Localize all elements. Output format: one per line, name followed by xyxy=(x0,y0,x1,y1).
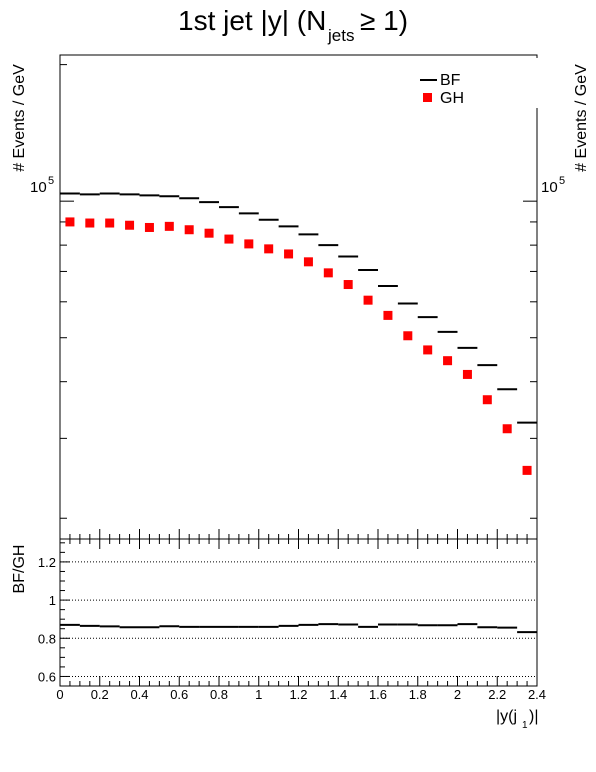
x-axis-label-main: |y(j xyxy=(496,708,517,725)
gh-point xyxy=(383,310,393,320)
gh-point xyxy=(303,257,313,267)
x-tick-label: 1.6 xyxy=(369,687,387,702)
ratio-y-axis-ticks: 0.6 0.8 1 1.2 xyxy=(38,542,70,684)
x-tick-label: 2.2 xyxy=(488,687,506,702)
ratio-plot-frame xyxy=(59,538,538,687)
legend: BF GH xyxy=(414,58,538,108)
x-tick-label: 0.2 xyxy=(91,687,109,702)
legend-label-bf: BF xyxy=(440,72,461,89)
upper-plot-frame xyxy=(59,54,538,540)
gh-point xyxy=(164,221,174,231)
svg-text:5: 5 xyxy=(48,175,54,187)
x-axis-label: |y(j 1 )| xyxy=(496,708,538,731)
x-axis-label-sub: 1 xyxy=(522,720,528,731)
gh-point xyxy=(403,331,413,341)
gh-point xyxy=(522,465,532,475)
chart-title: 1st jet |y| (N jets ≥ 1) xyxy=(178,5,408,45)
chart-title-end: ≥ 1) xyxy=(360,5,408,36)
gh-point xyxy=(244,239,254,249)
gh-point xyxy=(502,424,512,434)
y-tick-label-1e5-left: 10 5 xyxy=(30,175,54,196)
upper-y-axis-ticks xyxy=(60,64,537,519)
legend-label-gh: GH xyxy=(440,90,464,107)
x-tick-label: 0.8 xyxy=(210,687,228,702)
gh-point xyxy=(224,234,234,244)
svg-text:5: 5 xyxy=(559,175,565,187)
gh-point xyxy=(423,345,433,355)
ratio-gridlines xyxy=(60,561,537,677)
x-tick-label: 1 xyxy=(255,687,262,702)
upper-x-axis-ticks xyxy=(59,529,538,539)
x-tick-label: 2 xyxy=(454,687,461,702)
legend-marker-gh xyxy=(423,93,432,102)
gh-point xyxy=(482,395,492,405)
x-axis-label-end: )| xyxy=(529,708,538,725)
gh-point xyxy=(85,218,95,228)
series-ratio xyxy=(60,623,537,634)
series-bf xyxy=(60,192,537,424)
x-tick-label: 0.4 xyxy=(130,687,148,702)
x-tick-label: 0 xyxy=(56,687,63,702)
x-tick-label: 1.4 xyxy=(329,687,347,702)
gh-point xyxy=(65,217,75,227)
gh-point xyxy=(125,220,135,230)
series-gh xyxy=(65,217,532,475)
chart-title-main: 1st jet |y| (N xyxy=(178,5,326,36)
gh-point xyxy=(184,225,194,235)
gh-point xyxy=(323,268,333,278)
gh-point xyxy=(462,369,472,379)
upper-y-axis-label-right: # Events / GeV xyxy=(573,64,590,172)
ratio-y-axis-label: BF/GH xyxy=(11,545,28,594)
x-tick-label: 0.6 xyxy=(170,687,188,702)
gh-point xyxy=(343,280,353,290)
ratio-x-axis-ticks: 0 0.2 0.4 0.6 0.8 1 1.2 1.4 1.6 1.8 2 2.2 2.4 xyxy=(56,539,546,702)
ratio-y-tick-label: 1 xyxy=(49,593,56,608)
chart-title-sub: jets xyxy=(327,26,354,45)
x-tick-label: 2.4 xyxy=(528,687,546,702)
svg-text:10: 10 xyxy=(30,179,47,196)
gh-point xyxy=(443,356,453,366)
gh-point xyxy=(204,228,214,238)
upper-y-axis-label-left: # Events / GeV xyxy=(11,64,28,172)
gh-point xyxy=(105,218,115,228)
ratio-y-tick-label: 1.2 xyxy=(38,555,56,570)
gh-point xyxy=(363,295,373,305)
legend-background xyxy=(414,58,538,108)
svg-text:10: 10 xyxy=(541,179,558,196)
y-tick-label-1e5-right: 10 5 xyxy=(541,175,565,196)
x-tick-label: 1.2 xyxy=(289,687,307,702)
gh-point xyxy=(284,249,294,259)
gh-point xyxy=(144,222,154,232)
ratio-y-tick-label: 0.8 xyxy=(38,631,56,646)
ratio-y-tick-label: 0.6 xyxy=(38,669,56,684)
gh-point xyxy=(264,244,274,254)
x-tick-label: 1.8 xyxy=(409,687,427,702)
